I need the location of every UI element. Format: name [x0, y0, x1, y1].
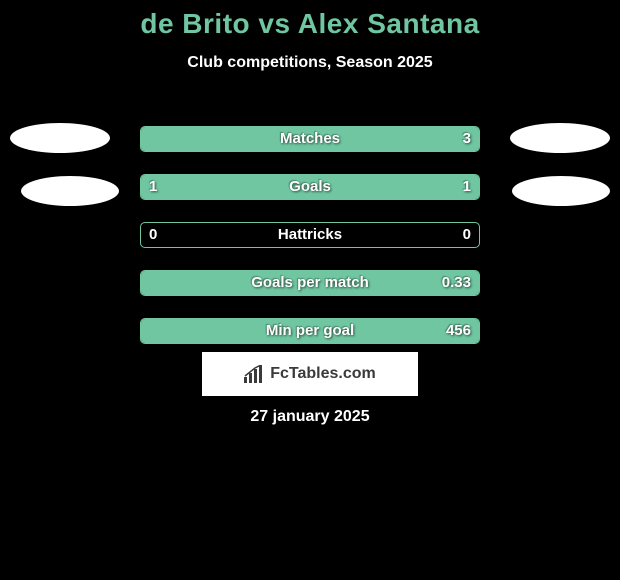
- player-right-portrait-top: [510, 123, 610, 153]
- date-label: 27 january 2025: [0, 408, 620, 426]
- player-left-portrait-top: [10, 123, 110, 153]
- stat-label: Goals: [141, 175, 479, 199]
- comparison-infographic: de Brito vs Alex Santana Club competitio…: [0, 0, 620, 580]
- page-title: de Brito vs Alex Santana: [0, 0, 620, 40]
- stat-label: Hattricks: [141, 223, 479, 247]
- player-right-portrait-bottom: [512, 176, 610, 206]
- stat-row: Goals per match 0.33: [140, 270, 480, 296]
- chart-icon: [244, 365, 266, 383]
- stat-row: Matches 3: [140, 126, 480, 152]
- attribution-badge: FcTables.com: [202, 352, 418, 396]
- stat-value-right: 1: [463, 175, 471, 199]
- stat-value-right: 0.33: [442, 271, 471, 295]
- stat-row: Min per goal 456: [140, 318, 480, 344]
- stat-label: Min per goal: [141, 319, 479, 343]
- stat-value-right: 456: [446, 319, 471, 343]
- attribution-text: FcTables.com: [270, 365, 376, 383]
- stat-label: Goals per match: [141, 271, 479, 295]
- stat-row: 0 Hattricks 0: [140, 222, 480, 248]
- stat-label: Matches: [141, 127, 479, 151]
- page-subtitle: Club competitions, Season 2025: [0, 54, 620, 72]
- player-left-portrait-bottom: [21, 176, 119, 206]
- stat-value-right: 3: [463, 127, 471, 151]
- stats-rows: Matches 3 1 Goals 1 0 Hattricks 0 Goals …: [140, 126, 480, 366]
- stat-row: 1 Goals 1: [140, 174, 480, 200]
- stat-value-right: 0: [463, 223, 471, 247]
